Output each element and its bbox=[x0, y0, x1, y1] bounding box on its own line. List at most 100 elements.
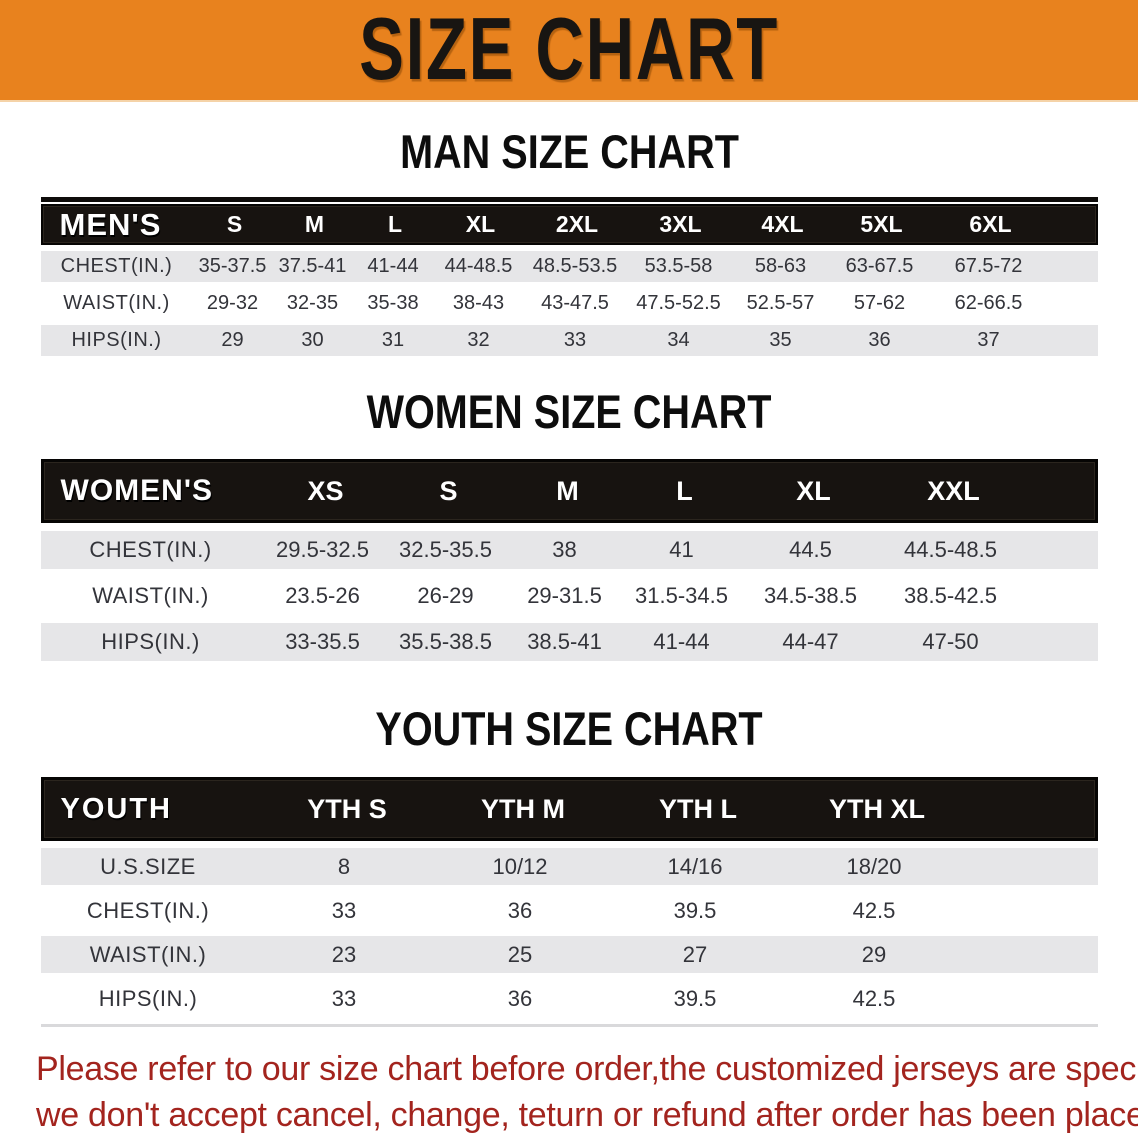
row-label: WAIST(IN.) bbox=[63, 292, 170, 314]
size-value-cell: 26-29 bbox=[417, 583, 474, 608]
size-value-cell: 25 bbox=[507, 941, 533, 967]
size-column-header: L bbox=[676, 475, 693, 506]
youth-section-title: YOUTH SIZE CHART bbox=[375, 701, 763, 756]
table-row: HIPS(IN.) 33 36 39.5 42.5 bbox=[40, 980, 1098, 1017]
size-value-cell: 47.5-52.5 bbox=[636, 292, 721, 314]
row-label: HIPS(IN.) bbox=[101, 629, 200, 654]
size-column-header: M bbox=[304, 211, 325, 237]
size-column-header: L bbox=[387, 211, 403, 237]
women-section-title: WOMEN SIZE CHART bbox=[366, 384, 772, 439]
size-value-cell: 44-48.5 bbox=[444, 255, 513, 277]
table-row: CHEST(IN.) 29.5-32.5 32.5-35.5 38 41 44.5 44.5… bbox=[40, 531, 1098, 569]
note-line-1: Please refer to our size chart before or… bbox=[36, 1050, 1138, 1088]
size-value-cell: 52.5-57 bbox=[746, 292, 815, 314]
table-row: HIPS(IN.) 33-35.5 35.5-38.5 38.5-41 41-44 44-… bbox=[40, 623, 1098, 661]
size-value-cell: 27 bbox=[682, 941, 708, 967]
size-column-header: XS bbox=[307, 475, 344, 506]
size-value-cell: 32 bbox=[467, 329, 490, 351]
size-value-cell: 36 bbox=[868, 329, 891, 351]
row-label: WAIST(IN.) bbox=[92, 583, 209, 608]
row-label: CHEST(IN.) bbox=[60, 255, 173, 277]
size-column-header: XXL bbox=[927, 475, 980, 506]
size-value-cell: 35.5-38.5 bbox=[399, 629, 492, 654]
size-value-cell: 29.5-32.5 bbox=[276, 537, 369, 562]
size-column-header: 3XL bbox=[659, 211, 702, 237]
table-row: CHEST(IN.) 33 36 39.5 42.5 bbox=[40, 892, 1098, 929]
table-row: WAIST(IN.) 23.5-26 26-29 29-31.5 31.5-34.5 34… bbox=[40, 577, 1098, 615]
size-value-cell: 23.5-26 bbox=[285, 583, 360, 608]
size-value-cell: 31 bbox=[381, 329, 405, 351]
size-value-cell: 29 bbox=[221, 329, 244, 351]
size-chart-banner: SIZE CHART bbox=[0, 0, 1138, 102]
size-value-cell: 30 bbox=[301, 329, 324, 351]
size-value-cell: 35-38 bbox=[367, 292, 419, 314]
size-column-header: 6XL bbox=[969, 211, 1012, 237]
size-value-cell: 33 bbox=[331, 985, 357, 1011]
size-value-cell: 36 bbox=[507, 985, 533, 1011]
size-value-cell: 29-31.5 bbox=[527, 583, 602, 608]
row-label: CHEST(IN.) bbox=[86, 897, 210, 923]
size-column-header: M bbox=[556, 475, 579, 506]
women-size-table-grid: WOMEN'S XS S M L XL XXL CHEST(IN.) 29.5-32.5 32.5… bbox=[40, 459, 1098, 661]
table-row: HIPS(IN.) 29 30 31 32 33 34 35 36 37 bbox=[40, 325, 1098, 356]
size-value-cell: 48.5-53.5 bbox=[532, 255, 618, 277]
size-value-cell: 38.5-41 bbox=[527, 629, 602, 654]
size-value-cell: 33-35.5 bbox=[285, 629, 360, 654]
size-value-cell: 32-35 bbox=[286, 292, 339, 314]
row-label: HIPS(IN.) bbox=[98, 985, 198, 1011]
women-size-table: WOMEN'S XS S M L XL XXL CHEST(IN.) 29.5-32.5 32.5… bbox=[40, 459, 1098, 661]
size-column-header: YTH XL bbox=[828, 793, 925, 824]
size-column-header: 2XL bbox=[555, 211, 599, 237]
size-value-cell: 31.5-34.5 bbox=[635, 583, 728, 608]
size-column-header: S bbox=[439, 475, 458, 506]
size-value-cell: 44.5-48.5 bbox=[904, 537, 997, 562]
table-top-rule bbox=[40, 197, 1098, 202]
size-value-cell: 14/16 bbox=[667, 853, 723, 879]
size-value-cell: 38-43 bbox=[452, 292, 505, 314]
size-value-cell: 33 bbox=[563, 329, 587, 351]
row-label: HIPS(IN.) bbox=[71, 329, 162, 351]
size-value-cell: 18/20 bbox=[846, 853, 902, 879]
size-value-cell: 42.5 bbox=[852, 985, 896, 1011]
size-value-cell: 38.5-42.5 bbox=[904, 583, 997, 608]
size-value-cell: 57-62 bbox=[853, 292, 906, 314]
size-column-header: XL bbox=[465, 211, 496, 237]
size-value-cell: 53.5-58 bbox=[644, 255, 713, 277]
note-line-2: we don't accept cancel, change, teturn o… bbox=[36, 1096, 1138, 1134]
size-value-cell: 35-37.5 bbox=[198, 255, 267, 277]
size-value-cell: 36 bbox=[507, 897, 533, 923]
size-value-cell: 37 bbox=[977, 329, 1000, 351]
size-value-cell: 34.5-38.5 bbox=[764, 583, 857, 608]
size-value-cell: 38 bbox=[552, 537, 577, 562]
size-column-header: XL bbox=[796, 475, 831, 506]
size-column-header: 5XL bbox=[860, 211, 903, 237]
size-column-header: S bbox=[226, 211, 243, 237]
size-value-cell: 23 bbox=[331, 941, 357, 967]
size-value-cell: 39.5 bbox=[673, 897, 717, 923]
size-value-cell: 58-63 bbox=[754, 255, 807, 277]
row-label: WAIST(IN.) bbox=[89, 941, 207, 967]
size-value-cell: 33 bbox=[331, 897, 357, 923]
size-value-cell: 44-47 bbox=[782, 629, 839, 654]
table-row: WAIST(IN.) 23 25 27 29 bbox=[40, 936, 1098, 973]
size-value-cell: 35 bbox=[769, 329, 792, 351]
size-value-cell: 41 bbox=[669, 537, 694, 562]
table-header-row: YOUTH YTH S YTH M YTH L YTH XL bbox=[40, 777, 1098, 841]
banner-title: SIZE CHART bbox=[359, 0, 779, 99]
table-group-label: WOMEN'S bbox=[60, 474, 213, 507]
size-value-cell: 39.5 bbox=[673, 985, 717, 1011]
youth-size-table: YOUTH YTH S YTH M YTH L YTH XL U.S.SIZE 8 10/12… bbox=[40, 777, 1098, 1027]
youth-size-table-grid: YOUTH YTH S YTH M YTH L YTH XL U.S.SIZE 8 10/12… bbox=[40, 777, 1098, 1017]
size-value-cell: 29-32 bbox=[206, 292, 259, 314]
row-label: CHEST(IN.) bbox=[89, 537, 212, 562]
men-size-table-grid: MEN'S S M L XL 2XL 3XL 4XL 5XL 6XL CHEST(IN.) 35-37… bbox=[40, 204, 1098, 356]
table-header-row: MEN'S S M L XL 2XL 3XL 4XL 5XL 6XL bbox=[40, 204, 1098, 245]
table-row: CHEST(IN.) 35-37.5 37.5-41 41-44 44-48.5 48.5… bbox=[40, 251, 1098, 282]
size-value-cell: 41-44 bbox=[653, 629, 710, 654]
size-column-header: YTH S bbox=[307, 793, 387, 824]
table-row: U.S.SIZE 8 10/12 14/16 18/20 bbox=[40, 848, 1098, 885]
size-value-cell: 29 bbox=[861, 941, 887, 967]
size-value-cell: 34 bbox=[667, 329, 690, 351]
size-value-cell: 43-47.5 bbox=[541, 292, 609, 314]
table-header-row: WOMEN'S XS S M L XL XXL bbox=[40, 459, 1098, 523]
